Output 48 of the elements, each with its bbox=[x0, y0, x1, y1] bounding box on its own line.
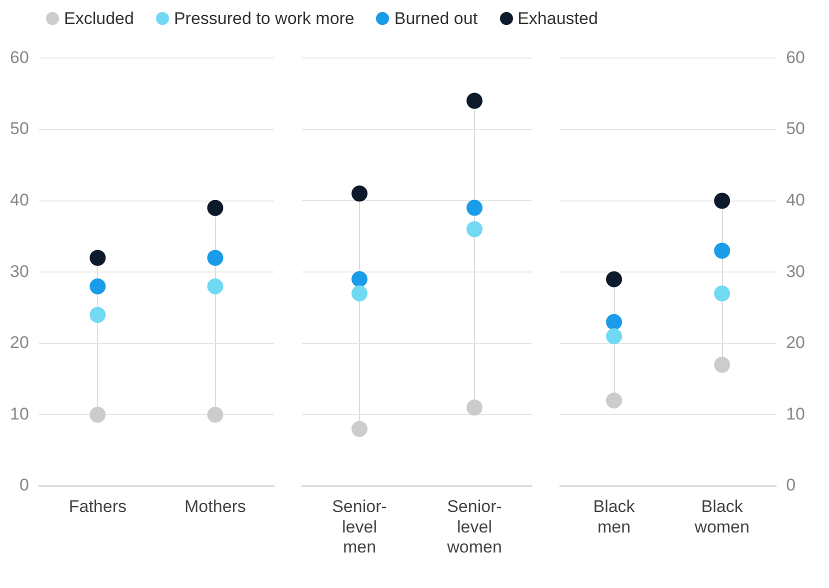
legend-label: Pressured to work more bbox=[172, 9, 354, 29]
y2-tick-label: 60 bbox=[786, 48, 806, 67]
point bbox=[466, 400, 482, 416]
y2-tick-label: 30 bbox=[786, 262, 806, 281]
point bbox=[714, 356, 730, 373]
y-tick-label: 40 bbox=[10, 190, 29, 210]
y-tick-label: 30 bbox=[10, 262, 29, 281]
x-tick-label: Senior-level women bbox=[446, 496, 502, 557]
point bbox=[714, 192, 730, 209]
y2-tick-label: 40 bbox=[786, 190, 806, 210]
point bbox=[606, 271, 622, 288]
point bbox=[352, 420, 368, 437]
point bbox=[606, 328, 622, 344]
point bbox=[90, 278, 106, 294]
point bbox=[207, 406, 224, 423]
x-tick-label: Senior-level men bbox=[332, 496, 387, 557]
point bbox=[466, 92, 482, 109]
point bbox=[207, 200, 224, 216]
legend-label: Excluded bbox=[63, 9, 134, 29]
point bbox=[606, 392, 622, 408]
point bbox=[466, 200, 482, 216]
y-tick-label: 60 bbox=[10, 48, 29, 67]
x-tick-label: Fathers bbox=[68, 496, 126, 516]
point bbox=[352, 186, 368, 202]
x-tick-label: Black men bbox=[593, 496, 636, 536]
point bbox=[207, 278, 224, 294]
point bbox=[606, 314, 622, 330]
point bbox=[466, 221, 482, 238]
legend-label: Burned out bbox=[393, 9, 478, 29]
point bbox=[714, 285, 730, 302]
y2-tick-label: 50 bbox=[786, 119, 806, 138]
y-tick-label: 20 bbox=[10, 333, 29, 352]
y-tick-label: 0 bbox=[19, 476, 29, 495]
x-tick-label: Black women bbox=[694, 496, 750, 536]
point bbox=[714, 242, 730, 259]
y2-tick-label: 0 bbox=[786, 476, 796, 495]
x-tick-label: Mothers bbox=[184, 496, 246, 516]
point bbox=[90, 406, 106, 423]
point bbox=[207, 250, 224, 266]
point bbox=[90, 306, 106, 323]
point bbox=[352, 271, 368, 288]
point bbox=[352, 285, 368, 302]
y-tick-label: 10 bbox=[10, 404, 29, 424]
legend-label: Exhausted bbox=[516, 9, 598, 29]
y2-tick-label: 10 bbox=[786, 404, 806, 424]
y2-tick-label: 20 bbox=[786, 333, 806, 352]
y-tick-label: 50 bbox=[10, 119, 29, 138]
point bbox=[90, 250, 106, 266]
